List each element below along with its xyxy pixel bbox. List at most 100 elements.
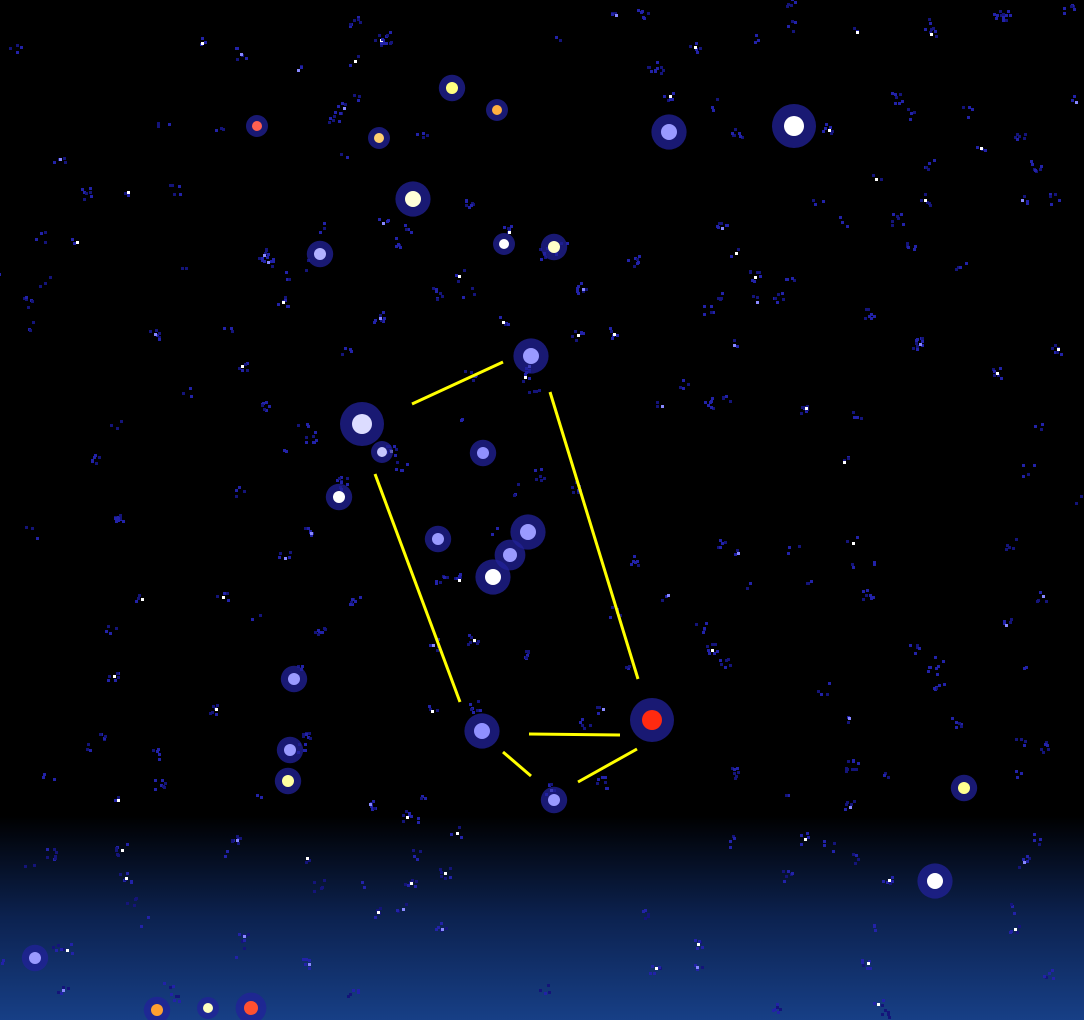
faint-star-pixel [302,733,305,736]
faint-star-core [888,879,891,882]
faint-star-pixel [933,687,936,690]
faint-star-pixel [719,298,722,301]
faint-star-pixel [243,947,246,950]
faint-star-pixel [353,19,356,22]
faint-star-pixel [596,782,599,785]
faint-star-pixel [340,481,343,484]
faint-star-pixel [378,218,381,221]
faint-star-pixel [231,839,234,842]
faint-star-pixel [798,545,801,548]
faint-star-pixel [535,390,538,393]
faint-star-pixel [822,130,825,133]
star [374,133,384,143]
faint-star-pixel [507,227,510,230]
faint-star-pixel [239,837,242,840]
faint-star-pixel [405,810,408,813]
faint-star-pixel [309,737,312,740]
faint-star-pixel [357,99,360,102]
faint-star-pixel [29,329,32,332]
faint-star-pixel [303,749,306,752]
faint-star-pixel [873,1002,876,1005]
faint-star-pixel [873,315,876,318]
faint-star-pixel [576,287,579,290]
faint-star-pixel [910,112,913,115]
faint-star-pixel [1027,473,1030,476]
faint-star-pixel [246,369,249,372]
faint-star-pixel [62,986,65,989]
faint-star-core [1005,624,1008,627]
faint-star-pixel [696,51,699,54]
faint-star-pixel [44,282,47,285]
faint-star-pixel [314,631,317,634]
faint-star-pixel [157,748,160,751]
faint-star-pixel [955,726,958,729]
faint-star-pixel [236,835,239,838]
faint-star-pixel [1039,591,1042,594]
faint-star-pixel [1052,977,1055,980]
faint-star-pixel [1047,748,1050,751]
faint-star-pixel [463,269,466,272]
faint-star-pixel [860,417,863,420]
faint-star-pixel [338,120,341,123]
faint-star-pixel [733,339,736,342]
faint-star-pixel [718,222,721,225]
faint-star-pixel [400,469,403,472]
faint-star-pixel [648,66,651,69]
star [661,124,677,140]
faint-star-pixel [633,555,636,558]
faint-star-pixel [772,1009,775,1012]
faint-star-core [127,191,130,194]
faint-star-pixel [912,347,915,350]
faint-star-pixel [1026,860,1029,863]
faint-star-pixel [915,342,918,345]
faint-star-pixel [824,127,827,130]
faint-star-pixel [137,597,140,600]
faint-star-pixel [971,108,974,111]
faint-star-pixel [73,242,76,245]
faint-star-core [263,254,266,257]
faint-star-pixel [1022,475,1025,478]
faint-star-pixel [404,224,407,227]
star [520,524,536,540]
faint-star-pixel [928,666,931,669]
faint-star-pixel [610,330,613,333]
faint-star-core [154,333,157,336]
faint-star-pixel [67,987,70,990]
faint-star-pixel [699,47,702,50]
faint-star-pixel [467,643,470,646]
faint-star-pixel [289,551,292,554]
faint-star-pixel [852,411,855,414]
faint-star-core [804,838,807,841]
faint-star-pixel [734,553,737,556]
faint-star-pixel [852,759,855,762]
faint-star-pixel [559,39,562,42]
faint-star-pixel [20,46,23,49]
faint-star-pixel [57,991,60,994]
faint-star-pixel [374,319,377,322]
faint-star-pixel [534,469,537,472]
faint-star-pixel [736,767,739,770]
faint-star-pixel [627,259,630,262]
faint-star-pixel [402,820,405,823]
faint-star-pixel [435,928,438,931]
faint-star-pixel [53,161,56,164]
faint-star-pixel [397,243,400,246]
faint-star-pixel [435,580,438,583]
faint-star-pixel [788,546,791,549]
faint-star-pixel [154,788,157,791]
faint-star-pixel [260,796,263,799]
faint-star-pixel [439,581,442,584]
faint-star-pixel [650,70,653,73]
faint-star-pixel [459,573,462,576]
faint-star-pixel [126,872,129,875]
faint-star-pixel [236,58,239,61]
faint-star-pixel [449,867,452,870]
faint-star-core [1014,928,1017,931]
faint-star-pixel [601,776,604,779]
faint-star-core [410,882,413,885]
faint-star-pixel [654,70,657,73]
faint-star-core [240,53,243,56]
faint-star-pixel [351,598,354,601]
faint-star-pixel [920,199,923,202]
faint-star-pixel [241,369,244,372]
